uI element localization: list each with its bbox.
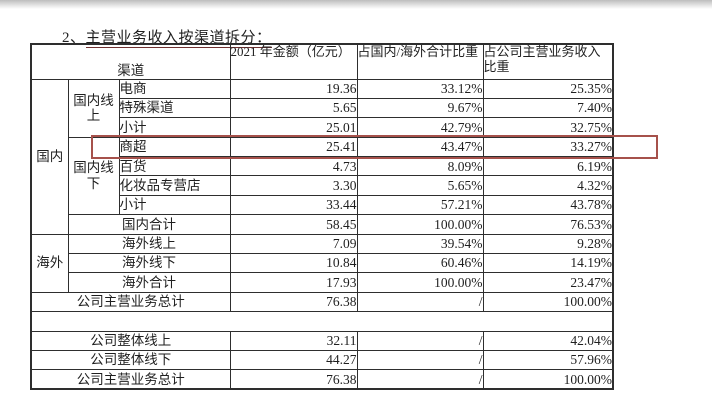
row-offline-subtotal: 小计 33.44 57.21% 43.78%	[31, 194, 614, 216]
amount-cell: 10.84	[229, 253, 358, 274]
share-company-cell: 33.27%	[482, 136, 614, 158]
share-company-cell: 100.00%	[482, 369, 614, 390]
amount-cell: 17.93	[229, 272, 358, 293]
label-cell: 小计	[118, 194, 231, 216]
label-cell: 公司主营业务总计	[30, 291, 231, 313]
share-company-cell: 100.00%	[482, 291, 614, 313]
share-group-cell: /	[356, 369, 484, 390]
share-group-cell: 39.54%	[356, 233, 484, 255]
group-cell-domestic-online: 国内线上	[67, 78, 120, 138]
amount-cell: 25.41	[229, 136, 358, 158]
share-group-cell: /	[356, 330, 484, 351]
title-text: 主营业务收入按渠道拆分：	[85, 30, 272, 48]
row-main-business-total-2: 公司主营业务总计 76.38 / 100.00%	[30, 369, 614, 390]
spacer-row	[30, 311, 614, 332]
group-cell-overseas: 海外	[30, 233, 69, 293]
amount-cell: 7.09	[229, 233, 358, 255]
label-cell: 海外线上	[67, 233, 231, 255]
label-cell: 电商	[118, 78, 231, 99]
amount-cell: 32.11	[229, 330, 358, 351]
revenue-by-channel-table: 渠道 2021 年金额（亿元） 占国内/海外合计比重 占公司主营业务收入比重 国…	[30, 43, 614, 391]
row-overall-online: 公司整体线上 32.11 / 42.04%	[30, 330, 614, 351]
label-cell: 公司整体线上	[30, 330, 231, 351]
share-company-cell: 43.78%	[482, 194, 614, 216]
group-cell-domestic: 国内	[30, 78, 69, 235]
top-gray-strip	[0, 0, 712, 9]
share-company-cell: 23.47%	[482, 272, 614, 293]
share-group-cell: /	[356, 291, 484, 313]
table-header-row: 渠道 2021 年金额（亿元） 占国内/海外合计比重 占公司主营业务收入比重	[30, 43, 614, 80]
row-department-store: 百货 4.73 8.09% 6.19%	[31, 156, 614, 177]
share-company-cell: 4.32%	[482, 175, 614, 196]
header-share-main-business: 占公司主营业务收入比重	[482, 43, 614, 80]
label-cell: 化妆品专营店	[118, 175, 231, 196]
share-company-cell: 42.04%	[482, 330, 614, 351]
row-special-channel: 特殊渠道 5.65 9.67% 7.40%	[31, 97, 614, 119]
amount-cell: 76.38	[229, 369, 358, 390]
share-group-cell: 33.12%	[356, 78, 484, 99]
row-overseas-total: 海外合计 17.93 100.00% 23.47%	[31, 272, 614, 293]
amount-cell: 44.27	[229, 349, 358, 371]
title-number: 2、	[62, 30, 86, 46]
empty-row-cell	[30, 311, 614, 332]
amount-cell: 19.36	[229, 78, 358, 99]
amount-cell: 4.73	[229, 156, 358, 177]
share-group-cell: 9.67%	[356, 97, 484, 119]
share-company-cell: 6.19%	[482, 156, 614, 177]
share-group-cell: 43.47%	[356, 136, 484, 158]
row-overseas-online: 海外 海外线上 7.09 39.54% 9.28%	[30, 233, 614, 293]
row-overseas-offline: 海外线下 10.84 60.46% 14.19%	[31, 253, 614, 274]
highlight-box-supermarket-row	[91, 135, 658, 159]
header-channel: 渠道	[30, 43, 231, 80]
header-share-domestic-overseas: 占国内/海外合计比重	[356, 43, 484, 80]
label-cell: 公司主营业务总计	[30, 369, 231, 390]
amount-cell: 3.30	[229, 175, 358, 196]
share-company-cell: 9.28%	[482, 233, 614, 255]
share-group-cell: 57.21%	[356, 194, 484, 216]
share-group-cell: /	[356, 349, 484, 371]
label-cell: 国内合计	[67, 214, 231, 235]
amount-cell: 33.44	[229, 194, 358, 216]
share-company-cell: 14.19%	[482, 253, 614, 274]
amount-cell: 5.65	[229, 97, 358, 119]
label-cell: 公司整体线下	[30, 349, 231, 371]
row-domestic-total: 国内合计 58.45 100.00% 76.53%	[31, 214, 614, 235]
share-group-cell: 5.65%	[356, 175, 484, 196]
amount-cell: 76.38	[229, 291, 358, 313]
row-ecommerce: 国内 国内线上 电商 19.36 33.12% 25.35%	[30, 78, 614, 235]
share-group-cell: 8.09%	[356, 156, 484, 177]
row-cosmetics-store: 化妆品专营店 3.30 5.65% 4.32%	[31, 175, 614, 196]
share-group-cell: 100.00%	[356, 272, 484, 293]
share-group-cell: 60.46%	[356, 253, 484, 274]
share-company-cell: 57.96%	[482, 349, 614, 371]
label-cell: 海外合计	[67, 272, 231, 293]
header-amount-2021: 2021 年金额（亿元）	[229, 43, 358, 80]
row-overall-offline: 公司整体线下 44.27 / 57.96%	[30, 349, 614, 371]
label-cell: 百货	[118, 156, 231, 177]
label-cell: 特殊渠道	[118, 97, 231, 119]
row-main-business-total: 公司主营业务总计 76.38 / 100.00%	[30, 291, 614, 313]
label-cell: 海外线下	[67, 253, 231, 274]
share-company-cell: 76.53%	[482, 214, 614, 235]
share-group-cell: 100.00%	[356, 214, 484, 235]
share-company-cell: 25.35%	[482, 78, 614, 99]
page-title: 2、主营业务收入按渠道拆分：	[62, 26, 272, 48]
amount-cell: 58.45	[229, 214, 358, 235]
share-company-cell: 7.40%	[482, 97, 614, 119]
